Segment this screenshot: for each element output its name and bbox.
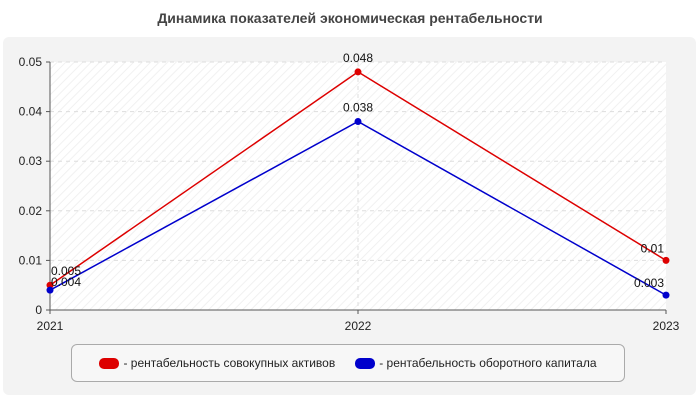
x-tick-label: 2022 [345,319,372,333]
data-point[interactable] [46,286,54,294]
y-tick-label: 0.04 [19,105,43,119]
data-label: 0.01 [641,241,665,255]
data-point[interactable] [354,68,362,76]
y-tick-label: 0.02 [19,204,43,218]
legend-label-working-capital: - рентабельность оборотного капитала [379,356,597,370]
y-tick-label: 0.01 [19,253,43,267]
y-tick-label: 0 [35,303,42,317]
y-tick-label: 0.05 [19,55,43,69]
data-point[interactable] [354,118,362,126]
legend-item-assets[interactable]: - рентабельность совокупных активов [99,356,335,370]
data-point[interactable] [662,291,670,299]
data-label: 0.048 [343,51,373,65]
data-label: 0.003 [634,276,664,290]
y-tick-label: 0.03 [19,154,43,168]
legend: - рентабельность совокупных активов - ре… [71,344,625,382]
x-tick-label: 2023 [653,319,680,333]
legend-swatch-working-capital [355,357,376,369]
x-tick-label: 2021 [37,319,64,333]
legend-item-working-capital[interactable]: - рентабельность оборотного капитала [355,356,597,370]
data-point[interactable] [46,281,54,289]
legend-label-assets: - рентабельность совокупных активов [123,356,336,370]
chart-title: Динамика показателей экономическая рента… [157,10,543,26]
data-label: 0.004 [51,275,81,289]
data-label: 0.038 [343,101,373,115]
data-point[interactable] [662,256,670,264]
legend-swatch-assets [99,357,120,369]
data-label: 0.005 [51,264,81,278]
